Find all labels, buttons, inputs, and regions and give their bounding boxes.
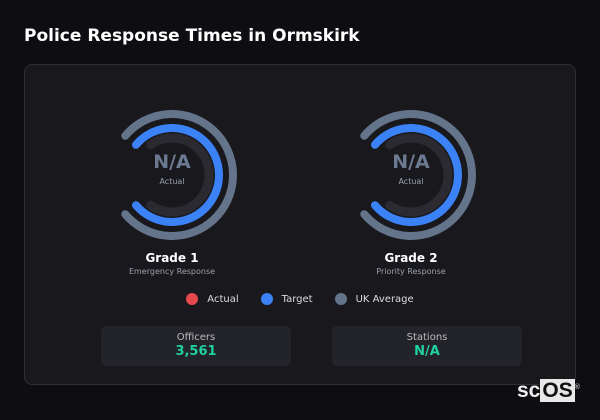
target-ring [131, 124, 223, 226]
gauge-subtitle: Priority Response [376, 267, 446, 276]
target-ring [370, 124, 462, 226]
scos-logo: scOS ® [517, 379, 580, 402]
uk-average-ring [121, 110, 237, 240]
gauge-value: N/A [153, 151, 191, 173]
legend-target: Target [260, 293, 313, 305]
gauge-value-label: Actual [159, 177, 185, 186]
gauge-name: Grade 2 [384, 251, 438, 265]
gauge-grade-1: N/A Actual Grade 1 Emergency Response [92, 105, 252, 276]
stat-stations: Stations N/A [332, 326, 522, 366]
actual-dot-icon [186, 293, 199, 305]
actual-ring-track [146, 133, 214, 217]
target-dot-icon [260, 293, 273, 305]
response-card: N/A Actual Grade 1 Emergency Response N/… [24, 64, 576, 385]
gauge-subtitle: Emergency Response [128, 267, 216, 276]
stat-officers: Officers 3,561 [101, 326, 291, 366]
gauge-value: N/A [392, 151, 430, 173]
gauge-rings [360, 110, 476, 240]
gauge-rings [121, 110, 237, 240]
legend-uk-average: UK Average [334, 293, 414, 305]
gauge-grade-2: N/A Actual Grade 2 Priority Response [331, 105, 491, 276]
uk-average-dot-icon [334, 293, 347, 305]
actual-ring-track [385, 133, 453, 217]
page-title: Police Response Times in Ormskirk [24, 26, 360, 46]
uk-average-ring [360, 110, 476, 240]
legend: Actual Target UK Average [25, 293, 575, 305]
gauge-value-label: Actual [398, 177, 424, 186]
gauge-name: Grade 1 [145, 251, 199, 265]
legend-actual: Actual [186, 293, 239, 305]
